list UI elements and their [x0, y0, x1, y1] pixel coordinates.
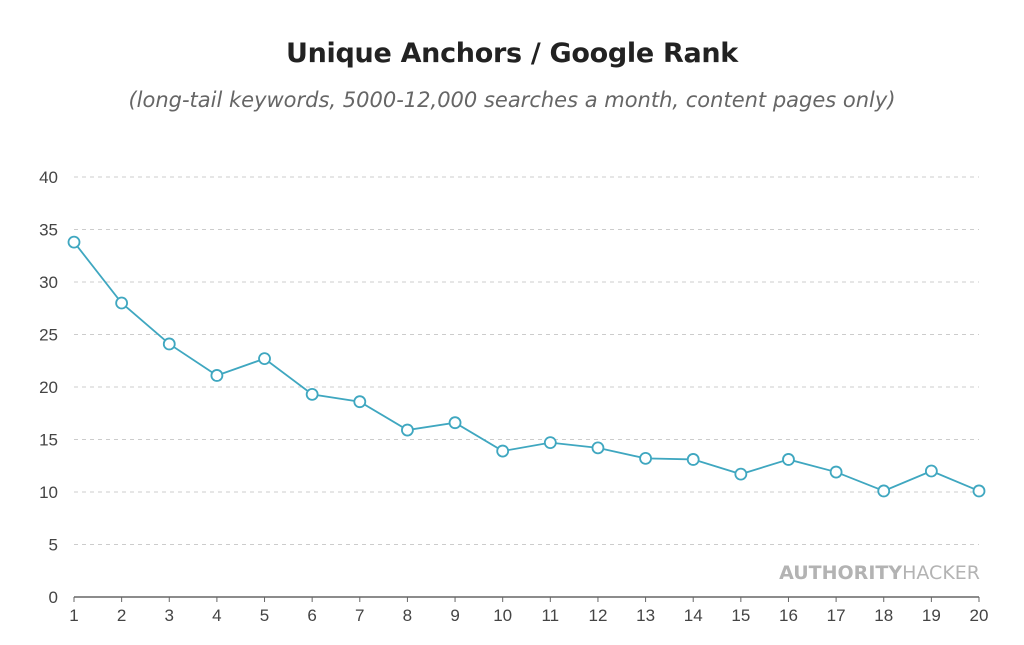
x-tick-label: 15 — [731, 606, 750, 625]
x-tick-label: 14 — [684, 606, 703, 625]
x-tick-label: 12 — [588, 606, 607, 625]
data-point — [258, 352, 271, 366]
y-tick-label: 20 — [39, 378, 58, 397]
data-point — [734, 467, 748, 481]
chart-title: Unique Anchors / Google Rank — [286, 38, 738, 69]
y-tick-label: 35 — [39, 221, 58, 240]
watermark-light: HACKER — [902, 562, 980, 584]
x-tick-label: 3 — [165, 606, 174, 625]
x-tick-label: 6 — [307, 606, 316, 625]
y-tick-label: 40 — [39, 168, 58, 187]
series-group — [67, 235, 986, 498]
x-tick-label: 18 — [874, 606, 893, 625]
data-point — [353, 395, 367, 409]
data-point — [448, 416, 462, 430]
data-point — [162, 337, 176, 351]
x-tick-label: 4 — [212, 606, 221, 625]
watermark-bold: AUTHORITY — [779, 562, 902, 584]
y-tick-label: 30 — [39, 273, 58, 292]
data-point — [972, 484, 986, 498]
y-tick-label: 10 — [39, 483, 58, 502]
y-tick-label: 15 — [39, 431, 58, 450]
y-tick-label: 25 — [39, 326, 58, 345]
x-tick-label: 2 — [117, 606, 126, 625]
y-axis-ticks: 0 5 10 15 20 25 30 35 40 — [39, 168, 58, 607]
x-tick-label: 9 — [450, 606, 459, 625]
data-point — [924, 464, 938, 478]
watermark-logo: AUTHORITYHACKER — [779, 562, 980, 584]
x-tick-label: 17 — [827, 606, 846, 625]
y-tick-label: 0 — [49, 588, 58, 607]
x-tick-label: 19 — [922, 606, 941, 625]
x-tick-label: 7 — [355, 606, 364, 625]
x-tick-label: 13 — [636, 606, 655, 625]
grid-lines — [74, 176, 979, 598]
data-point — [877, 484, 891, 498]
x-tick-label: 8 — [403, 606, 412, 625]
chart-subtitle: (long-tail keywords, 5000-12,000 searche… — [128, 88, 896, 112]
x-tick-label: 11 — [541, 606, 559, 625]
data-point — [639, 451, 652, 465]
data-point — [591, 441, 605, 455]
data-point — [686, 453, 700, 466]
data-point — [543, 436, 557, 450]
data-point — [115, 296, 129, 310]
data-point — [305, 387, 319, 401]
x-tick-label: 10 — [493, 606, 512, 625]
x-tick-label: 20 — [970, 606, 989, 625]
data-point — [782, 453, 795, 466]
x-tick-label: 5 — [260, 606, 269, 625]
y-tick-label: 5 — [49, 536, 58, 555]
data-point — [829, 465, 843, 479]
data-point — [67, 235, 81, 249]
x-tick-label: 1 — [69, 606, 78, 625]
x-axis-ticks: 1 2 3 4 5 6 7 8 9 10 11 12 13 14 15 16 17 18 19 20 — [69, 597, 988, 625]
series-line — [73, 241, 980, 492]
data-point — [401, 423, 414, 437]
data-point — [496, 444, 510, 458]
data-point — [210, 369, 224, 382]
x-tick-label: 16 — [779, 606, 798, 625]
